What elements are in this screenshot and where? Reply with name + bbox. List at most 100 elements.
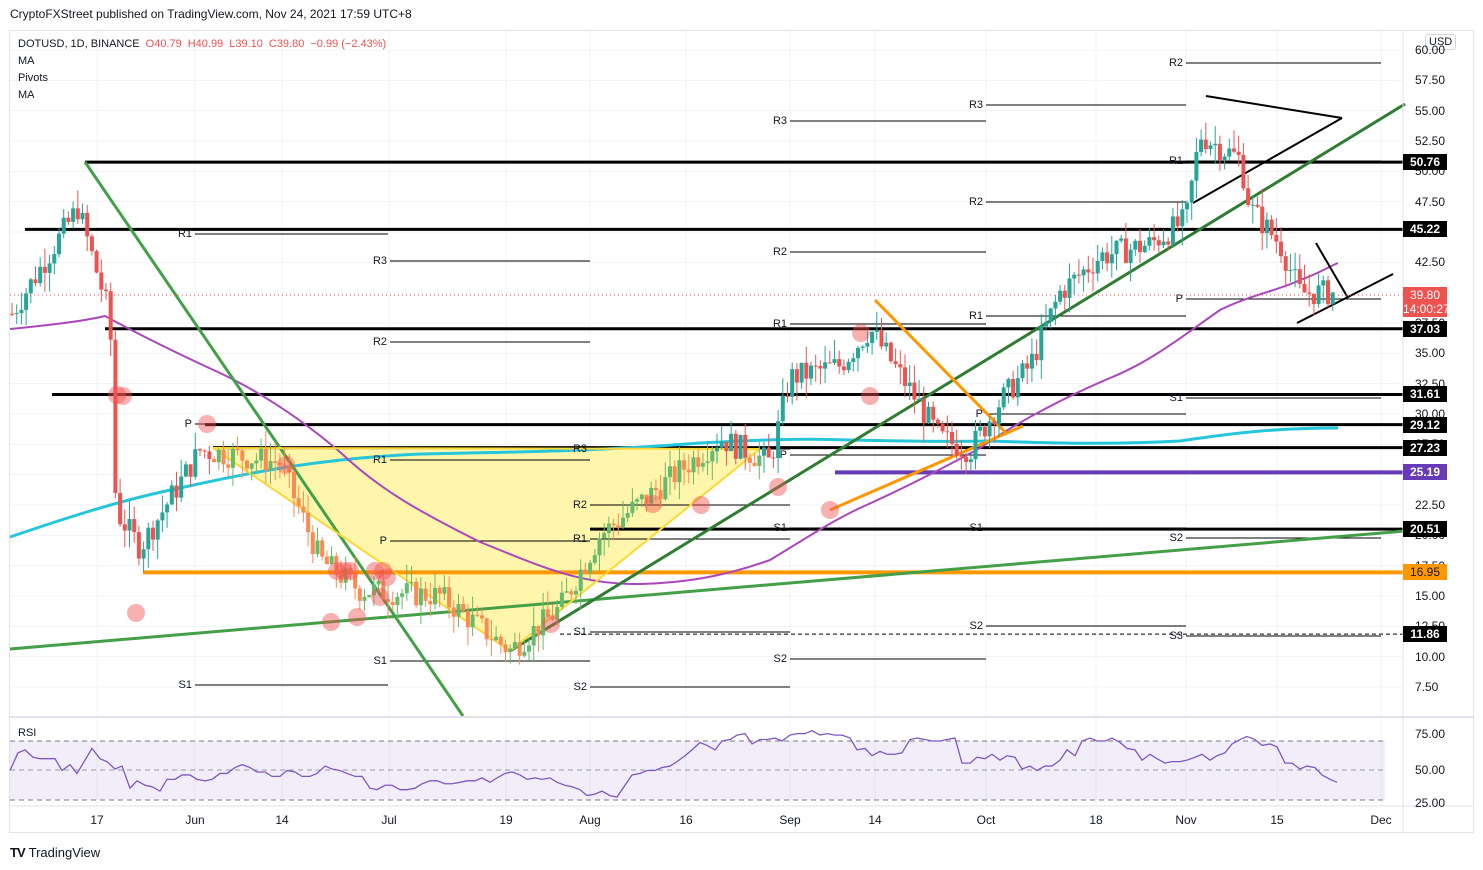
level-tag: 27.23	[1403, 439, 1447, 456]
price-tick: 7.50	[1415, 680, 1439, 694]
pivot-label: P	[975, 408, 983, 420]
black-pennant-lower	[1192, 117, 1343, 204]
pivot-label: R3	[968, 99, 983, 111]
pivot-label: R1	[177, 228, 192, 240]
chart-legend: DOTUSD, 1D, BINANCE O40.79 H40.99 L39.10…	[18, 36, 386, 104]
bar-countdown: 14:00:27	[1403, 302, 1450, 316]
pivot-label: P	[779, 449, 787, 461]
level-tag: 45.22	[1403, 221, 1447, 238]
price-tick: 15.00	[1415, 589, 1446, 603]
pivot-label: R3	[572, 443, 587, 455]
high-value: H40.99	[187, 38, 224, 50]
symbol-label[interactable]: DOTUSD, 1D, BINANCE	[18, 38, 140, 50]
uptrend-line	[509, 102, 1406, 653]
time-tick: Sep	[779, 813, 801, 827]
pivot-label: S2	[573, 681, 587, 693]
cup-pattern-fill	[213, 448, 760, 651]
pivot-label: R3	[772, 115, 787, 127]
price-tick: 60.00	[1415, 43, 1446, 57]
rsi-tick-25: 25.00	[1415, 796, 1446, 810]
pivot-label: S1	[178, 679, 192, 691]
cup-left-edge	[212, 447, 511, 652]
indicator-ma-1[interactable]: MA	[18, 55, 35, 67]
rsi-line	[9, 729, 1338, 798]
pivot-label: R1	[572, 533, 587, 545]
time-tick: 19	[499, 813, 513, 827]
indicator-pivots[interactable]: Pivots	[18, 72, 48, 84]
tradingview-logo-icon: TV	[10, 845, 26, 860]
level-tag: 37.03	[1403, 320, 1447, 337]
price-tick: 52.50	[1415, 134, 1446, 148]
pivot-label: R1	[1168, 155, 1183, 167]
close-value: C39.80	[268, 38, 305, 50]
rsi-tick-50: 50.00	[1415, 763, 1446, 777]
pivot-label: R2	[968, 196, 983, 208]
time-tick: Nov	[1175, 813, 1197, 827]
time-tick: Oct	[976, 813, 996, 827]
rsi-title: RSI	[18, 727, 37, 739]
time-tick: Jun	[185, 813, 205, 827]
pivot-label: R2	[1168, 57, 1183, 69]
pivot-label: R2	[372, 336, 387, 348]
pivot-label: S3	[1169, 630, 1183, 642]
price-tick: 10.00	[1415, 649, 1446, 664]
level-tag: 11.86	[1403, 626, 1447, 643]
level-tag: 29.12	[1403, 416, 1447, 433]
indicator-ma-2[interactable]: MA	[18, 89, 35, 101]
footer-branding[interactable]: TV TradingView	[10, 845, 100, 860]
pivot-label: R1	[772, 318, 787, 330]
time-tick: 18	[1089, 813, 1103, 827]
level-tag: 16.95	[1403, 564, 1447, 581]
pivot-label: R1	[968, 310, 983, 322]
price-tick: 42.50	[1415, 255, 1446, 270]
orange-wedge-lower	[829, 424, 1024, 512]
price-tick: 47.50	[1415, 194, 1446, 209]
pivot-label: S1	[969, 522, 983, 534]
trendlines	[9, 95, 1406, 717]
pivot-levels	[195, 62, 1381, 688]
price-tick: 55.00	[1415, 103, 1446, 118]
key-levels	[25, 160, 1403, 635]
small-pennant-upper	[1315, 242, 1349, 299]
last-price-tag: 39.80 14:00:27	[1403, 287, 1450, 317]
time-tick: Jul	[381, 813, 397, 827]
pivot-label: R2	[572, 499, 587, 511]
time-tick: 14	[868, 813, 882, 827]
rsi-pane	[9, 729, 1385, 801]
level-tag: 20.51	[1403, 521, 1447, 538]
pivot-label: R2	[772, 246, 787, 258]
pivot-label: S1	[1169, 392, 1183, 404]
chart-frame	[9, 30, 1474, 833]
open-value: O40.79	[145, 38, 182, 50]
pivot-label: P	[184, 418, 192, 430]
publisher-line: CryptoFXStreet published on TradingView.…	[10, 7, 412, 21]
last-price-value: 39.80	[1409, 288, 1441, 302]
small-pennant-lower	[1296, 273, 1394, 324]
time-tick: Aug	[579, 813, 601, 827]
ma-50-line	[9, 262, 1339, 586]
touch-markers	[108, 324, 879, 633]
black-pennant-upper	[1205, 95, 1343, 119]
time-tick: 17	[90, 813, 104, 827]
level-tag: 25.19	[1403, 464, 1447, 481]
cup-top-edge	[212, 447, 761, 450]
pivot-label: S1	[573, 626, 587, 638]
currency-badge[interactable]: USD	[1425, 34, 1457, 50]
pivot-label: R1	[372, 454, 387, 466]
level-tag: 31.61	[1403, 386, 1447, 403]
pivot-label: P	[379, 535, 387, 547]
level-tag: 50.76	[1403, 154, 1447, 171]
time-tick: Dec	[1370, 813, 1392, 827]
low-value: L39.10	[229, 38, 263, 50]
brand-name: TradingView	[28, 845, 101, 860]
price-tick: 57.50	[1415, 73, 1446, 88]
price-tick: 35.00	[1415, 346, 1446, 361]
price-tick: 22.50	[1415, 498, 1446, 512]
long-support-line	[9, 529, 1406, 651]
time-tick: 14	[275, 813, 289, 827]
time-tick: 16	[679, 813, 693, 827]
pivot-label: R3	[372, 255, 387, 267]
pivot-label: S2	[969, 620, 983, 632]
pivot-label: S2	[1169, 532, 1183, 544]
